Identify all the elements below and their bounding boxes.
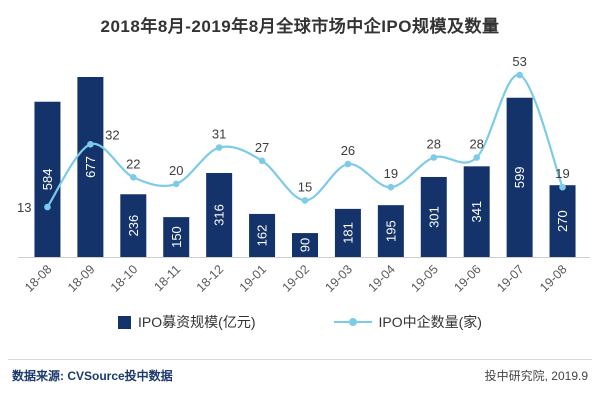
line-value-label: 20 <box>169 163 183 178</box>
line-value-label: 27 <box>255 140 269 155</box>
bar <box>506 97 533 257</box>
bar <box>292 233 318 257</box>
line-value-label: 32 <box>105 127 119 142</box>
bar-value-label: 270 <box>555 210 570 232</box>
line-marker-dot-icon <box>348 318 357 326</box>
line-point <box>387 183 395 191</box>
bar <box>249 213 276 257</box>
x-axis-label: 19-07 <box>494 262 527 295</box>
line-value-label: 19 <box>384 166 398 181</box>
x-axis-label: 18-08 <box>22 262 55 295</box>
x-axis-label: 19-06 <box>451 262 484 295</box>
x-axis-label: 19-03 <box>323 262 356 295</box>
data-source-label: 数据来源: CVSource投中数据 <box>12 369 173 383</box>
line-point <box>344 160 352 168</box>
chart-canvas: 584 677 236 150 316 162 90 181 195 301 341 599 270 13… <box>17 54 590 295</box>
x-axis-label: 19-01 <box>237 262 270 295</box>
bar <box>549 185 576 257</box>
line-value-label: 15 <box>298 179 312 194</box>
bar <box>120 194 147 257</box>
line-point <box>87 141 94 148</box>
x-axis-label: 18-10 <box>108 262 141 295</box>
bar-value-label: 316 <box>212 204 227 226</box>
line-value-label: 22 <box>126 156 140 171</box>
bar <box>334 208 361 257</box>
legend: IPO募资规模(亿元) IPO中企数量(家) <box>0 311 600 333</box>
line-point <box>516 71 523 79</box>
bar-value-label: 181 <box>340 222 355 244</box>
bar <box>163 217 190 257</box>
chart-title: 2018年8月-2019年8月全球市场中企IPO规模及数量 <box>100 17 500 36</box>
footer: 数据来源: CVSource投中数据 投中研究院, 2019.9 <box>0 360 600 384</box>
line-value-label: 13 <box>17 200 31 215</box>
line-point <box>215 144 223 151</box>
bar-value-label: 599 <box>512 167 527 189</box>
legend-item-line: IPO中企数量(家) <box>333 312 482 332</box>
line-value-label: 19 <box>555 166 569 181</box>
line-point <box>301 197 309 204</box>
line-point <box>559 183 566 191</box>
bar-value-label: 236 <box>126 215 141 237</box>
x-axis-label: 19-05 <box>408 262 441 295</box>
bar-series-swatch <box>118 315 132 329</box>
line-series-swatch <box>333 318 372 326</box>
footer-divider <box>8 359 592 360</box>
bar <box>463 166 490 257</box>
credit-label: 投中研究院, 2019.9 <box>484 369 588 383</box>
legend-item-bar: IPO募资规模(亿元) <box>118 312 256 332</box>
bar <box>34 101 61 257</box>
line-point <box>172 180 180 188</box>
bar <box>420 176 447 257</box>
line-point <box>473 154 480 161</box>
line-value-label: 28 <box>469 137 483 152</box>
x-axis-label: 19-04 <box>365 262 398 295</box>
bar <box>377 205 404 257</box>
line-value-label: 28 <box>427 137 441 152</box>
line-value-label: 31 <box>212 127 226 142</box>
bar-value-label: 301 <box>426 206 441 228</box>
x-axis-label: 18-11 <box>151 262 183 294</box>
bar-value-label: 677 <box>83 156 98 178</box>
bar-value-label: 90 <box>298 238 313 252</box>
line-point <box>130 174 137 181</box>
bar-value-label: 584 <box>40 169 55 191</box>
x-axis-label: 19-08 <box>537 262 570 295</box>
bar-value-label: 162 <box>255 225 270 247</box>
x-axis-label: 19-02 <box>280 262 313 295</box>
line-value-label: 53 <box>512 54 526 69</box>
line-point <box>430 154 438 161</box>
x-axis-label: 18-12 <box>194 262 227 295</box>
x-axis-label: 18-09 <box>65 262 98 295</box>
bar-value-label: 150 <box>169 226 184 248</box>
bar <box>77 77 104 257</box>
line-point <box>258 157 266 165</box>
line-point <box>44 203 51 211</box>
bar <box>206 172 233 257</box>
legend-line-label: IPO中企数量(家) <box>378 314 482 330</box>
bar-value-label: 341 <box>469 201 484 223</box>
line-value-label: 26 <box>341 143 355 158</box>
bar-value-label: 195 <box>383 220 398 242</box>
legend-bar-label: IPO募资规模(亿元) <box>138 314 256 330</box>
